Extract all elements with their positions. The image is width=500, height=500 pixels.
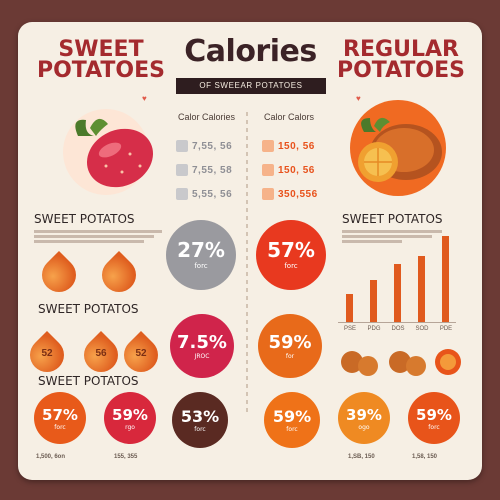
percent-value: 59% — [272, 407, 312, 426]
left-section2-label: SWEET POTATOS — [38, 302, 139, 316]
title-right-line1: REGULAR — [343, 37, 459, 62]
sweet-potatoes-title: SWEET POTATOES — [26, 37, 176, 83]
percent-sub: forc — [54, 424, 66, 431]
percent-circle: 39% ogo — [338, 392, 390, 444]
tick-label: PSE — [343, 326, 356, 332]
footer-left: 1,500, 6on — [36, 454, 66, 460]
drop-value: 52 — [41, 348, 53, 359]
footer-right2: 1,58, 150 — [412, 454, 438, 460]
tick-label: PDE — [439, 326, 453, 332]
percent-sub: ogo — [358, 424, 370, 431]
percent-circle: 59% forc — [264, 392, 320, 448]
calories-right-list: 150, 56 150, 56 350,556 — [262, 134, 318, 206]
right-section1-label: SWEET POTATOS — [342, 212, 443, 226]
list-item: 7,55, 56 — [176, 134, 232, 158]
calorie-value: 7,55, 56 — [192, 140, 233, 152]
bar — [370, 280, 377, 322]
drop-icon — [94, 250, 144, 300]
calories-title: Calories — [184, 34, 317, 69]
percent-sub: for — [285, 353, 295, 360]
percent-sub: forc — [194, 262, 208, 270]
bar-icon — [176, 164, 188, 176]
center-divider — [246, 112, 248, 412]
potato-chunks-illustration — [341, 349, 461, 376]
infographic-card: SWEET POTATOES Calories OF SWEEAR POTATO… — [18, 22, 482, 480]
percent-value: 57% — [267, 238, 315, 262]
left-section1-label: SWEET POTATOS — [34, 212, 135, 226]
list-item: 150, 56 — [262, 158, 318, 182]
regular-potato-illustration — [350, 100, 446, 196]
percent-value: 59% — [112, 406, 148, 424]
percent-sub: forc — [286, 426, 298, 433]
percent-sub: rgo — [125, 424, 135, 431]
percent-sub: forc — [284, 262, 298, 270]
calorie-value: 7,55, 58 — [192, 164, 233, 176]
drop-value: 52 — [135, 348, 147, 359]
percent-circle: 57% forc — [256, 220, 326, 290]
subtitle-ribbon: OF SWEEAR POTATOES — [176, 78, 326, 94]
regular-potatoes-title: REGULAR POTATOES — [326, 37, 476, 83]
calorie-value: 5,55, 56 — [192, 188, 233, 200]
percent-circle: 59% for — [258, 314, 322, 378]
footer-left2: 155, 355 — [114, 454, 138, 460]
list-item: 7,55, 58 — [176, 158, 232, 182]
title-left-line1: SWEET — [58, 37, 144, 62]
list-item: 150, 56 — [262, 134, 318, 158]
percent-value: 59% — [416, 406, 452, 424]
calorie-value: 350,556 — [278, 188, 318, 200]
percent-value: 27% — [177, 238, 225, 262]
percent-sub: JROC — [194, 353, 210, 360]
percent-circle: 57% forc — [34, 392, 86, 444]
percent-value: 53% — [180, 407, 220, 426]
sweet-potato-illustration — [63, 109, 154, 195]
bar-icon — [176, 140, 188, 152]
heart-icon: ♥ — [356, 94, 361, 103]
filler-text — [34, 228, 164, 245]
percent-circle: 59% rgo — [104, 392, 156, 444]
percent-circle: 7.5% JROC — [170, 314, 234, 378]
footer-right: 1,SB, 150 — [348, 454, 375, 460]
calories-left-list: 7,55, 56 7,55, 58 5,55, 56 — [176, 134, 232, 206]
calories-left-heading: Calor Calories — [178, 112, 236, 122]
bar-icon — [262, 188, 274, 200]
bar-icon — [176, 188, 188, 200]
percent-sub: forc — [194, 426, 206, 433]
percent-value: 39% — [346, 406, 382, 424]
calorie-value: 150, 56 — [278, 164, 315, 176]
tick-label: DOS — [391, 326, 405, 332]
bar-icon — [262, 140, 274, 152]
percent-circle: 53% forc — [172, 392, 228, 448]
bar-graphic: PSE PDG DOS SOD PDE — [338, 232, 458, 342]
drop-value: 56 — [95, 348, 107, 359]
left-section3-label: SWEET POTATOS — [38, 374, 139, 388]
calories-right-heading: Calor Calors — [264, 112, 315, 122]
list-item: 350,556 — [262, 182, 318, 206]
bar-icon — [262, 164, 274, 176]
bar — [346, 294, 353, 322]
percent-value: 57% — [42, 406, 78, 424]
tick-label: SOD — [415, 326, 429, 332]
calorie-value: 150, 56 — [278, 140, 315, 152]
percent-sub: forc — [428, 424, 440, 431]
drop-icon — [34, 250, 84, 300]
title-right-line2: POTATOES — [336, 57, 466, 83]
percent-circle: 59% forc — [408, 392, 460, 444]
percent-circle: 27% forc — [166, 220, 236, 290]
title-left-line2: POTATOES — [36, 57, 166, 83]
percent-value: 59% — [268, 332, 312, 353]
bar — [418, 256, 425, 322]
filler-text — [342, 228, 452, 245]
bar — [442, 236, 449, 322]
tick-label: PDG — [367, 326, 381, 332]
percent-value: 7.5% — [177, 332, 227, 353]
list-item: 5,55, 56 — [176, 182, 232, 206]
bar — [394, 264, 401, 322]
heart-icon: ♥ — [142, 94, 147, 103]
